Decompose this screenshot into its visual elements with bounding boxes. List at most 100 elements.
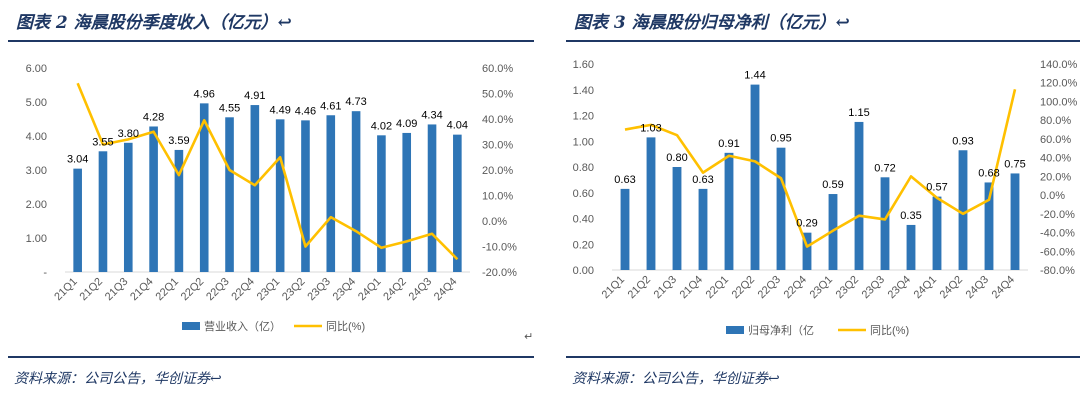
y-tick-label: 5.00 xyxy=(26,97,47,109)
bar xyxy=(199,103,209,272)
bar-value-label: 0.95 xyxy=(770,133,791,145)
y-tick-label: 0.00 xyxy=(573,265,594,277)
bar xyxy=(73,168,82,272)
y-tick-label: 2.00 xyxy=(26,199,47,211)
x-tick-label: 23Q2 xyxy=(834,274,862,302)
bar-value-label: 4.49 xyxy=(269,104,290,116)
x-tick-label: 24Q2 xyxy=(938,274,966,302)
bar-value-label: 4.09 xyxy=(396,118,417,130)
yoy-line xyxy=(76,82,459,261)
bar-value-label: 1.44 xyxy=(744,70,765,82)
bar xyxy=(672,167,682,270)
bar-value-label: 4.73 xyxy=(345,96,366,108)
bar-value-label: 0.35 xyxy=(900,210,921,222)
x-tick-label: 23Q4 xyxy=(886,274,914,302)
bar-value-label: 0.80 xyxy=(666,152,687,164)
y-tick-label: - xyxy=(43,267,47,279)
net-profit-chart-panel: 图表 3 海晨股份归母净利（亿元）↩ 0.00 0.20 0.40 0.60 0.80 1… xyxy=(558,0,1080,407)
bar xyxy=(802,232,812,270)
x-tick-label: 21Q2 xyxy=(626,274,654,302)
revenue-chart: - 1.00 2.00 3.00 4.00 5.00 6.00 -20.0% -10.0% 0.0… xyxy=(26,63,517,333)
bar-value-label: 4.91 xyxy=(244,90,265,102)
yoy-line xyxy=(624,88,1017,248)
x-tick-label: 24Q1 xyxy=(356,276,384,304)
bar-value-label: 4.46 xyxy=(295,105,316,117)
legend-label-line: 同比(%) xyxy=(326,320,365,333)
x-tick-label: 24Q4 xyxy=(990,274,1018,302)
bar xyxy=(453,134,462,272)
bar xyxy=(98,151,108,272)
y-tick-label: 0.40 xyxy=(573,214,594,226)
bar-value-label: 0.29 xyxy=(796,218,817,230)
x-tick-label: 22Q1 xyxy=(704,274,732,302)
bar-value-label: 4.34 xyxy=(421,109,442,121)
x-tick-label: 23Q3 xyxy=(860,274,888,302)
bar-value-label: 0.93 xyxy=(952,135,973,147)
y2-tick-label: -60.0% xyxy=(1040,246,1075,258)
y2-tick-label: 10.0% xyxy=(482,191,513,203)
title-rule xyxy=(566,40,1080,42)
source-rule xyxy=(566,356,1080,358)
bar-value-label: 0.68 xyxy=(978,167,999,179)
y2-tick-label: 0.0% xyxy=(1040,190,1065,202)
y-tick-label: 1.00 xyxy=(26,233,47,245)
bar xyxy=(854,121,864,270)
y2-tick-label: 140.0% xyxy=(1040,59,1078,71)
bar xyxy=(906,224,916,270)
x-tick-label: 23Q1 xyxy=(255,276,283,304)
x-tick-label: 24Q4 xyxy=(432,276,460,304)
y-tick-label: 4.00 xyxy=(26,131,47,143)
bar xyxy=(402,132,412,272)
y2-tick-label: 0.0% xyxy=(482,216,507,228)
bar-value-label: 0.59 xyxy=(822,179,843,191)
y2-tick-label: 60.0% xyxy=(482,63,513,75)
y2-tick-label: 40.0% xyxy=(482,114,513,126)
y-tick-label: 1.60 xyxy=(573,59,594,71)
bar xyxy=(123,142,133,272)
bar-value-label: 4.28 xyxy=(143,111,164,123)
legend-label-bar: 营业收入（亿） xyxy=(204,319,281,333)
x-tick-label: 21Q4 xyxy=(128,276,156,304)
bar-value-label: 0.63 xyxy=(692,174,713,186)
revenue-chart-panel: 图表 2 海晨股份季度收入（亿元）↩ - 1.00 2.00 3.00 4.00 5.00… xyxy=(8,13,534,387)
bar-value-label: 4.02 xyxy=(371,120,392,132)
legend-label-bar: 归母净利（亿 xyxy=(748,323,814,337)
y-tick-label: 3.00 xyxy=(26,165,47,177)
x-tick-label: 22Q1 xyxy=(154,276,182,304)
net-profit-chart: 0.00 0.20 0.40 0.60 0.80 1.00 1.20 1.40 1.60 -80.… xyxy=(573,59,1078,337)
chart-title: 图表 3 海晨股份归母净利（亿元）↩ xyxy=(574,13,850,33)
bar xyxy=(377,135,386,272)
bar xyxy=(750,84,760,270)
bar xyxy=(698,188,708,270)
bar xyxy=(149,126,158,272)
bar xyxy=(620,188,630,270)
bar xyxy=(225,117,234,272)
bar xyxy=(646,137,656,270)
bar xyxy=(301,120,310,272)
bar xyxy=(427,124,437,272)
x-tick-label: 24Q3 xyxy=(407,276,435,304)
y-tick-label: 1.40 xyxy=(573,85,594,97)
bar xyxy=(1010,173,1020,270)
y2-tick-label: 80.0% xyxy=(1040,115,1071,127)
y-tick-label: 0.60 xyxy=(573,188,594,200)
y2-tick-label: -20.0% xyxy=(482,267,517,279)
x-tick-label: 21Q1 xyxy=(52,276,80,304)
source-rule xyxy=(8,356,534,358)
x-tick-label: 21Q2 xyxy=(78,276,106,304)
x-tick-label: 22Q2 xyxy=(179,276,207,304)
y-tick-label: 0.20 xyxy=(573,239,594,251)
y2-tick-label: -10.0% xyxy=(482,242,517,254)
bar-value-label: 3.80 xyxy=(118,128,139,140)
bar-value-label: 4.55 xyxy=(219,102,240,114)
x-tick-label: 22Q3 xyxy=(204,276,232,304)
stray-return-mark: ↵ xyxy=(524,330,534,343)
bar xyxy=(880,177,890,270)
y2-tick-label: 50.0% xyxy=(482,89,513,101)
bar xyxy=(932,196,942,270)
bar-value-label: 3.55 xyxy=(92,136,113,148)
bar-value-label: 0.75 xyxy=(1004,158,1025,170)
chart-title: 图表 2 海晨股份季度收入（亿元）↩ xyxy=(16,13,292,33)
source-note: 资料来源：公司公告，华创证券↩ xyxy=(14,371,222,387)
x-tick-label: 22Q2 xyxy=(730,274,758,302)
